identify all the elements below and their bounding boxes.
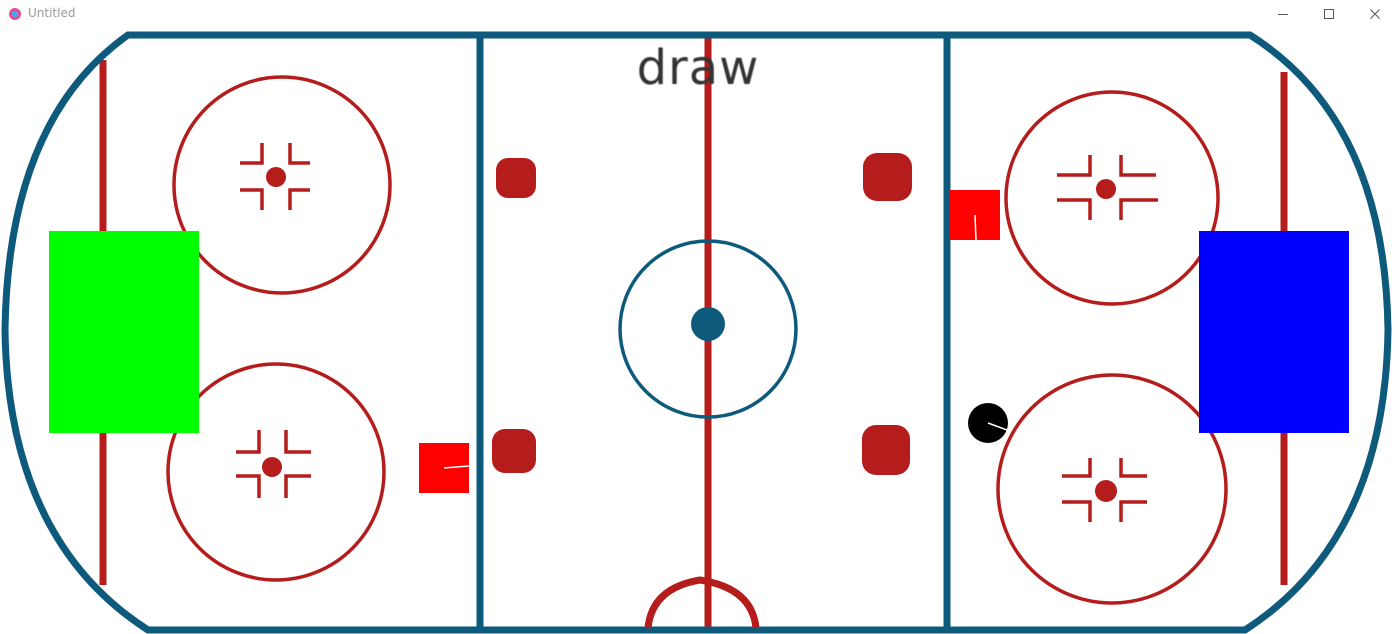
faceoff-dot xyxy=(863,153,912,201)
faceoff-dot xyxy=(496,158,536,198)
app-icon xyxy=(9,8,21,20)
center-faceoff-dot xyxy=(691,307,725,341)
faceoff-circle xyxy=(166,362,386,582)
minimize-button[interactable] xyxy=(1260,0,1306,28)
close-button[interactable] xyxy=(1352,0,1398,28)
center-circle xyxy=(618,239,798,419)
puck xyxy=(968,403,1008,443)
faceoff-dot xyxy=(492,429,536,473)
faceoff-dot xyxy=(862,425,910,475)
game-status-text: draw xyxy=(636,40,760,96)
faceoff-circle xyxy=(996,373,1228,605)
hockey-rink xyxy=(1,31,1392,634)
window-title: Untitled xyxy=(28,6,76,20)
player xyxy=(950,190,1000,241)
left-goal xyxy=(49,231,199,433)
window-titlebar: Untitled xyxy=(0,0,1398,28)
referee-crease xyxy=(644,576,760,629)
minimize-icon xyxy=(1278,14,1288,15)
rink-boards xyxy=(1,31,1392,634)
faceoff-circle xyxy=(1004,90,1220,306)
right-goal xyxy=(1199,231,1349,433)
maximize-button[interactable] xyxy=(1306,0,1352,28)
maximize-icon xyxy=(1324,9,1334,19)
faceoff-circle xyxy=(172,75,392,295)
player xyxy=(419,443,470,493)
close-icon xyxy=(1370,9,1380,19)
